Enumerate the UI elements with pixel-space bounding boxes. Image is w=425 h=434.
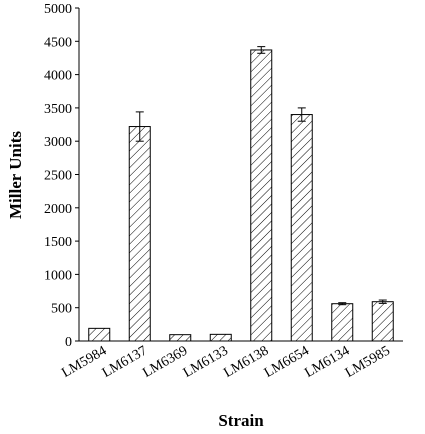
x-tick-label: LM6133 xyxy=(181,343,231,380)
bar-lm5984 xyxy=(88,327,111,342)
error-bar-lm5985 xyxy=(378,299,387,304)
y-tick-label: 2500 xyxy=(44,169,72,184)
y-tick-label: 4000 xyxy=(44,69,72,84)
error-bar-lm6138 xyxy=(257,46,266,54)
bar-lm6369 xyxy=(169,334,192,342)
y-tick-label: 4500 xyxy=(44,35,72,50)
y-tick-label: 2000 xyxy=(44,202,72,217)
bar-lm5985 xyxy=(371,301,394,342)
bar-lm6137 xyxy=(128,126,151,342)
y-tick-label: 5000 xyxy=(44,2,72,17)
y-axis-title: Miller Units xyxy=(6,131,25,219)
error-bar-lm6137 xyxy=(135,111,144,142)
error-bar-lm6134 xyxy=(338,302,347,306)
y-tick-label: 3000 xyxy=(44,135,72,150)
bar-lm6134 xyxy=(331,303,354,342)
y-axis-ticks: 0 500 1000 1500 2000 2500 3000 3500 4000 4500 5000 xyxy=(44,2,79,350)
x-tick-label: LM6369 xyxy=(140,343,190,380)
x-tick-label: LM5985 xyxy=(343,343,393,380)
x-tick-label: LM6134 xyxy=(302,343,352,380)
x-tick-label: LM6654 xyxy=(262,343,312,380)
x-axis-labels: LM5984LM6137LM6369LM6133LM6138LM6654LM61… xyxy=(59,343,392,380)
x-tick-label: LM6137 xyxy=(100,343,150,380)
bars xyxy=(88,49,394,342)
bar-lm6654 xyxy=(290,114,313,342)
x-axis-title: Strain xyxy=(218,411,264,430)
bar-lm6133 xyxy=(209,333,232,342)
error-bar-lm6654 xyxy=(297,107,306,122)
y-tick-label: 1000 xyxy=(44,268,72,283)
bar-lm6138 xyxy=(250,49,273,342)
y-tick-label: 3500 xyxy=(44,102,72,117)
y-tick-label: 1500 xyxy=(44,235,72,250)
y-tick-label: 500 xyxy=(51,302,72,317)
x-tick-label: LM6138 xyxy=(221,343,271,380)
error-bars xyxy=(135,46,387,306)
y-tick-label: 0 xyxy=(65,335,72,350)
